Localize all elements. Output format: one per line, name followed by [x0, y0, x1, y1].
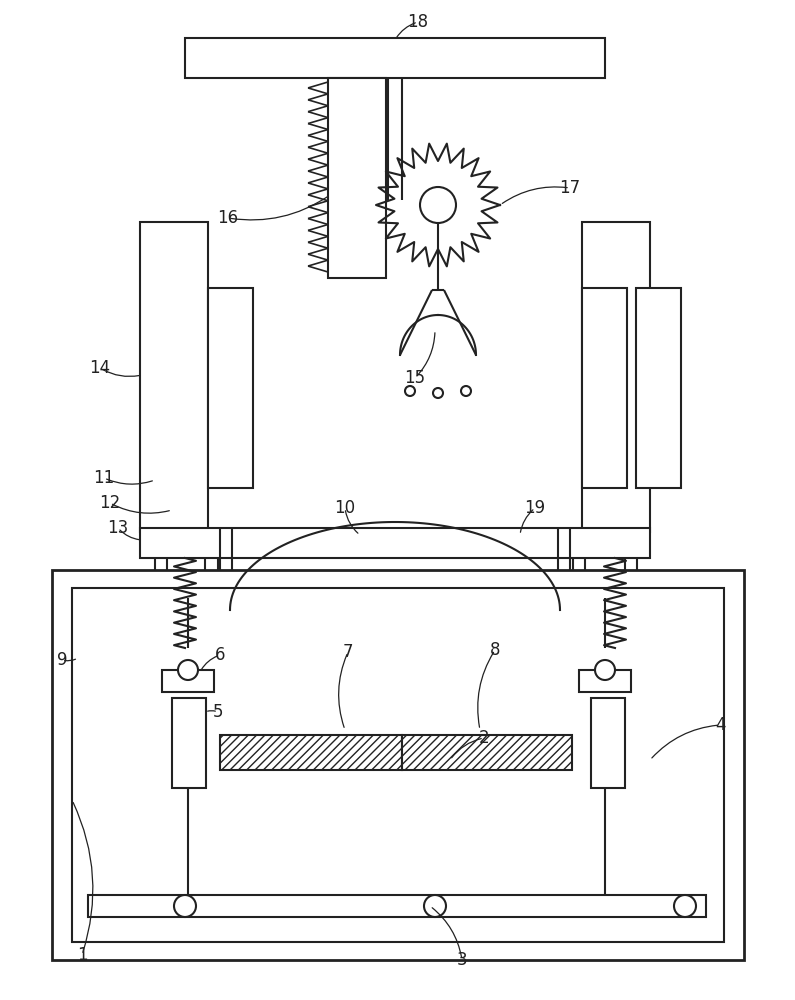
- Text: 6: 6: [215, 646, 225, 664]
- Bar: [185, 38, 605, 78]
- Circle shape: [433, 388, 443, 398]
- Bar: [88, 895, 706, 917]
- Bar: [140, 528, 650, 558]
- Text: 9: 9: [56, 651, 68, 669]
- Bar: [52, 570, 744, 960]
- Bar: [328, 78, 386, 278]
- Bar: [402, 735, 572, 770]
- Text: 7: 7: [343, 643, 353, 661]
- Circle shape: [461, 386, 471, 396]
- Text: 17: 17: [560, 179, 580, 197]
- Text: 1: 1: [76, 946, 87, 964]
- Circle shape: [178, 660, 198, 680]
- Bar: [582, 222, 650, 532]
- Circle shape: [595, 660, 615, 680]
- Text: 11: 11: [93, 469, 114, 487]
- Text: 8: 8: [490, 641, 500, 659]
- Text: 10: 10: [335, 499, 355, 517]
- Text: 14: 14: [89, 359, 111, 377]
- Text: 13: 13: [107, 519, 129, 537]
- Bar: [636, 288, 681, 488]
- Text: 4: 4: [715, 716, 725, 734]
- Bar: [140, 222, 208, 532]
- Text: 19: 19: [525, 499, 545, 517]
- Text: 3: 3: [456, 951, 467, 969]
- Bar: [582, 288, 627, 488]
- Bar: [72, 588, 724, 942]
- Bar: [162, 670, 214, 692]
- Bar: [591, 698, 625, 788]
- Circle shape: [405, 386, 415, 396]
- Bar: [208, 288, 253, 488]
- Bar: [390, 676, 585, 770]
- Text: 18: 18: [407, 13, 429, 31]
- Bar: [155, 676, 260, 770]
- Bar: [172, 698, 206, 788]
- Bar: [220, 735, 402, 770]
- Circle shape: [424, 895, 446, 917]
- Text: 12: 12: [99, 494, 121, 512]
- Text: 15: 15: [405, 369, 425, 387]
- Circle shape: [174, 895, 196, 917]
- Bar: [75, 648, 720, 676]
- Circle shape: [420, 187, 456, 223]
- Bar: [545, 676, 650, 770]
- Text: 5: 5: [213, 703, 223, 721]
- Bar: [579, 670, 631, 692]
- Text: 16: 16: [218, 209, 238, 227]
- Circle shape: [674, 895, 696, 917]
- Text: 2: 2: [479, 729, 489, 747]
